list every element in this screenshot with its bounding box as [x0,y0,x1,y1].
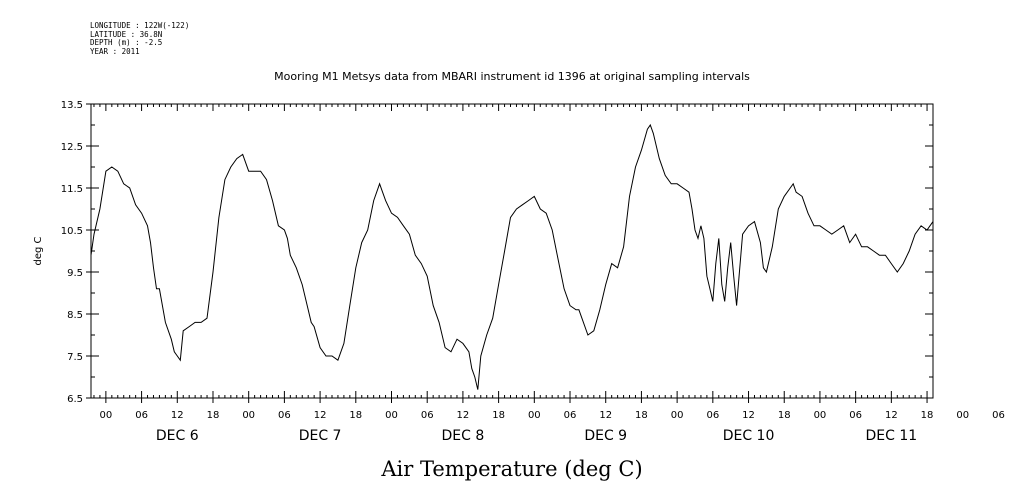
y-tick-label: 13.5 [61,100,83,111]
hour-tick-label: 12 [457,410,470,421]
hour-tick-label: 18 [921,410,934,421]
hour-tick-label: 00 [814,410,827,421]
hour-tick-label: 12 [742,410,755,421]
day-label: DEC 7 [299,428,342,444]
y-tick-label: 6.5 [67,394,83,405]
y-tick-label: 9.5 [67,268,83,279]
hour-tick-label: 12 [599,410,612,421]
x-tick-labels: 00 06 12 18 00 06 12 18 00 06 12 18 00 06 12 18 00 06 12 18… [100,410,1005,421]
y-tick-label: 7.5 [67,352,83,363]
air-temperature-line [90,123,934,390]
y-tick-label: 11.5 [61,184,83,195]
hour-tick-label: 06 [564,410,577,421]
chart-title: Mooring M1 Metsys data from MBARI instru… [274,70,750,83]
longitude-text: LONGITUDE : 122W(-122) [90,21,190,30]
year-text: YEAR : 2011 [90,46,140,56]
hour-tick-label: 00 [956,410,969,421]
hour-tick-label: 18 [778,410,791,421]
hour-tick-label: 06 [992,410,1005,421]
hour-tick-label: 12 [885,410,898,421]
hour-tick-label: 00 [671,410,684,421]
day-label: DEC 11 [866,428,918,444]
y-axis-label: deg C [33,236,44,265]
hour-tick-label: 00 [100,410,113,421]
y-tick-label: 8.5 [67,310,83,321]
day-label: DEC 6 [156,428,199,444]
latitude-text: LATITUDE : 36.8N [90,29,163,39]
hour-tick-label: 18 [349,410,362,421]
plot-frame [90,103,934,399]
y-tick-label: 12.5 [61,142,83,153]
tick-marks [86,103,934,403]
day-label: DEC 8 [442,428,485,444]
y-tick-labels: 6.5 7.5 8.5 9.5 10.5 11.5 12.5 13.5 [61,100,83,405]
day-label: DEC 10 [723,428,775,444]
hour-tick-label: 12 [314,410,327,421]
hour-tick-label: 00 [242,410,255,421]
hour-tick-label: 06 [135,410,148,421]
y-tick-label: 10.5 [61,226,83,237]
mooring-metadata: LONGITUDE : 122W(-122) LATITUDE : 36.8N … [90,21,190,56]
hour-tick-label: 06 [849,410,862,421]
hour-tick-label: 12 [171,410,184,421]
hour-tick-label: 00 [528,410,541,421]
hour-tick-label: 06 [706,410,719,421]
chart-caption: Air Temperature (deg C) [380,457,642,481]
hour-tick-label: 00 [385,410,398,421]
hour-tick-label: 06 [278,410,291,421]
hour-tick-label: 18 [635,410,648,421]
hour-tick-label: 06 [421,410,434,421]
day-label: DEC 9 [584,428,627,444]
hour-tick-label: 18 [492,410,505,421]
depth-text: DEPTH (m) : -2.5 [90,38,163,47]
hour-tick-label: 18 [207,410,220,421]
